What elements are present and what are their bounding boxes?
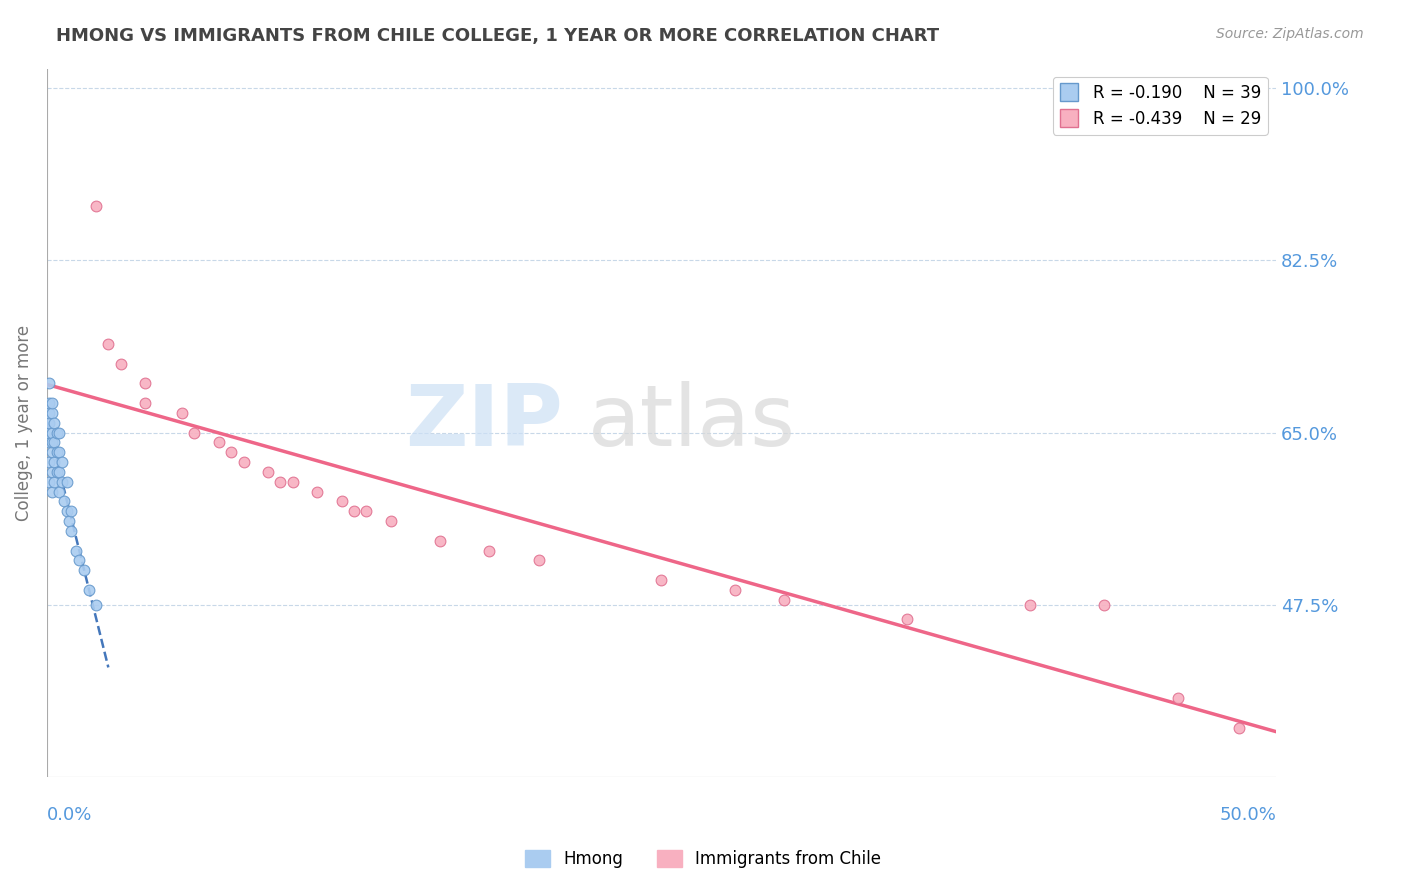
Point <box>896 612 918 626</box>
Point <box>330 494 353 508</box>
Point <box>55 504 77 518</box>
Point <box>527 553 550 567</box>
Point <box>41 406 63 420</box>
Point <box>1019 598 1042 612</box>
Point <box>356 504 378 518</box>
Point <box>724 582 747 597</box>
Point <box>232 455 254 469</box>
Point <box>478 543 501 558</box>
Point <box>48 484 70 499</box>
Point <box>281 475 304 489</box>
Point <box>38 396 60 410</box>
Text: 50.0%: 50.0% <box>1219 806 1277 824</box>
Point <box>219 445 242 459</box>
Point <box>41 445 63 459</box>
Point <box>183 425 205 440</box>
Point <box>208 435 231 450</box>
Point <box>48 425 70 440</box>
Point <box>77 582 100 597</box>
Point <box>53 494 76 508</box>
Point <box>45 445 67 459</box>
Point <box>51 475 73 489</box>
Point <box>269 475 291 489</box>
Point <box>84 598 107 612</box>
Point <box>38 376 60 391</box>
Point <box>73 563 96 577</box>
Point <box>38 435 60 450</box>
Point <box>48 465 70 479</box>
Y-axis label: College, 1 year or more: College, 1 year or more <box>15 325 32 521</box>
Point <box>38 416 60 430</box>
Point <box>429 533 451 548</box>
Point <box>44 455 66 469</box>
Point <box>650 573 672 587</box>
Point <box>60 504 83 518</box>
Point <box>44 435 66 450</box>
Point <box>55 475 77 489</box>
Point <box>97 337 120 351</box>
Point <box>41 396 63 410</box>
Point <box>41 425 63 440</box>
Point <box>773 592 796 607</box>
Point <box>51 455 73 469</box>
Point <box>110 357 132 371</box>
Point <box>343 504 366 518</box>
Legend: R = -0.190    N = 39, R = -0.439    N = 29: R = -0.190 N = 39, R = -0.439 N = 29 <box>1053 77 1268 135</box>
Point <box>44 475 66 489</box>
Point <box>41 465 63 479</box>
Text: 0.0%: 0.0% <box>46 806 93 824</box>
Point <box>41 435 63 450</box>
Text: HMONG VS IMMIGRANTS FROM CHILE COLLEGE, 1 YEAR OR MORE CORRELATION CHART: HMONG VS IMMIGRANTS FROM CHILE COLLEGE, … <box>56 27 939 45</box>
Text: Source: ZipAtlas.com: Source: ZipAtlas.com <box>1216 27 1364 41</box>
Point <box>1092 598 1115 612</box>
Point <box>380 514 402 528</box>
Point <box>1167 691 1189 706</box>
Text: ZIP: ZIP <box>405 381 562 464</box>
Point <box>172 406 194 420</box>
Point <box>38 425 60 440</box>
Point <box>65 543 87 558</box>
Point <box>134 376 156 391</box>
Text: atlas: atlas <box>588 381 796 464</box>
Point <box>84 199 107 213</box>
Point <box>45 465 67 479</box>
Point <box>48 445 70 459</box>
Point <box>257 465 280 479</box>
Point <box>134 396 156 410</box>
Point <box>38 455 60 469</box>
Point <box>38 475 60 489</box>
Point <box>41 484 63 499</box>
Point <box>307 484 329 499</box>
Point <box>44 416 66 430</box>
Point <box>58 514 80 528</box>
Point <box>60 524 83 538</box>
Point <box>38 406 60 420</box>
Point <box>45 425 67 440</box>
Point <box>67 553 90 567</box>
Point <box>1227 721 1250 735</box>
Legend: Hmong, Immigrants from Chile: Hmong, Immigrants from Chile <box>519 843 887 875</box>
